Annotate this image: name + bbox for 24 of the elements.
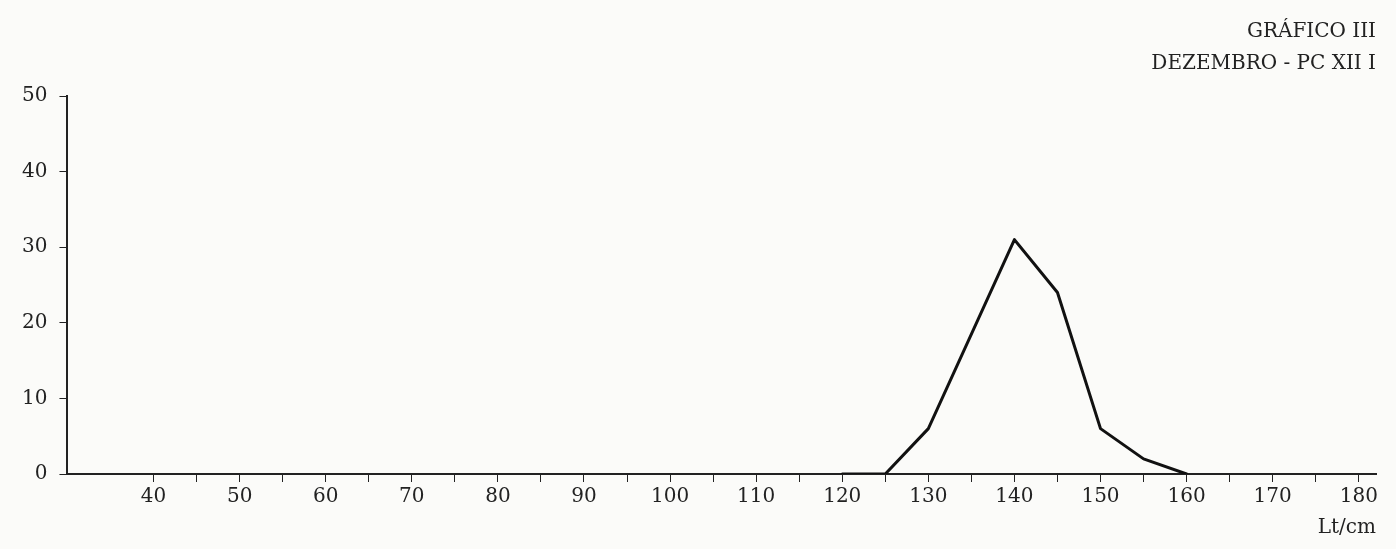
x-tick-label: 90: [571, 483, 597, 508]
y-tick-label: 50: [22, 82, 48, 107]
x-tick-label: 170: [1253, 483, 1292, 508]
x-tick-label: 50: [226, 483, 253, 508]
x-tick-label: 100: [650, 483, 690, 508]
x-tick-label: 80: [485, 483, 511, 508]
x-tick-label: 70: [399, 483, 425, 508]
chart-subtitle: DEZEMBRO - PC XII I: [1151, 50, 1376, 75]
x-tick-label: 120: [823, 483, 862, 508]
chart-title: GRÁFICO III: [1246, 18, 1376, 43]
x-tick-label: 110: [737, 483, 776, 508]
y-tick-label: 40: [22, 157, 48, 182]
y-tick-label: 10: [22, 384, 48, 409]
x-tick-label: 60: [312, 483, 339, 508]
x-tick-label: 140: [995, 483, 1034, 508]
x-tick-label: 40: [140, 483, 167, 508]
y-tick-label: 30: [22, 233, 48, 258]
y-tick-label: 0: [34, 460, 48, 485]
x-tick-label: 160: [1167, 483, 1206, 508]
x-axis-title: Lt/cm: [1317, 514, 1377, 539]
x-tick-label: 180: [1339, 483, 1378, 508]
y-tick-label: 20: [22, 309, 48, 333]
x-tick-label: 150: [1081, 483, 1120, 508]
x-tick-label: 130: [909, 483, 948, 508]
